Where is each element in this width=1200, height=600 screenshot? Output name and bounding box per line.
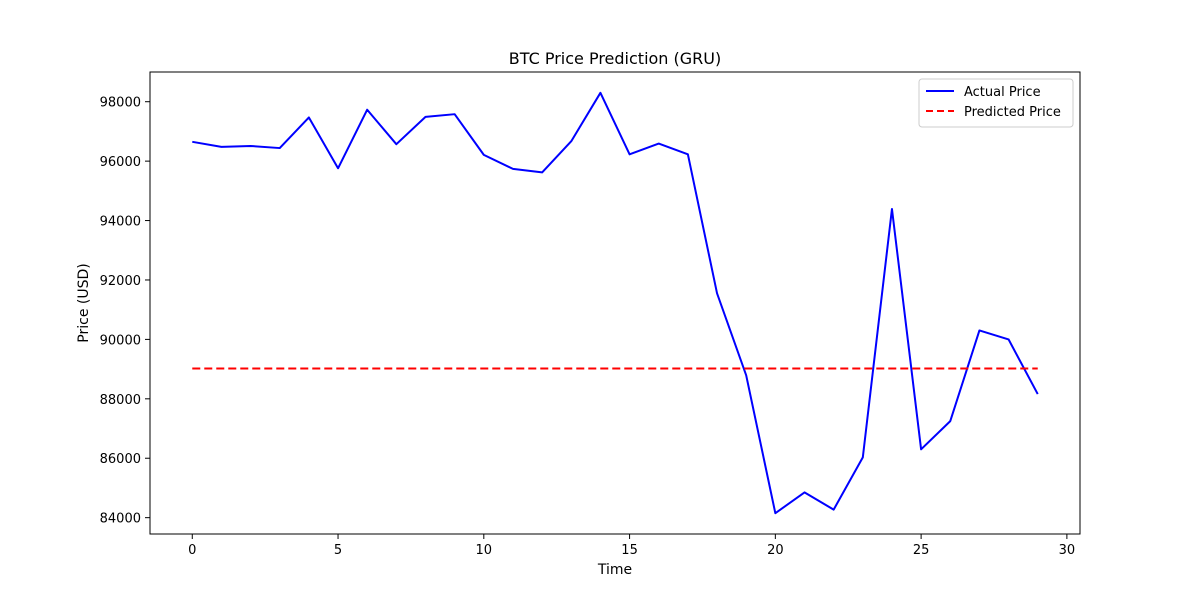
plot-area (192, 91, 1039, 515)
chart-title: BTC Price Prediction (GRU) (509, 49, 721, 68)
x-axis: 0 5 10 15 20 25 30 (188, 534, 1075, 558)
y-tick-label: 90000 (100, 333, 141, 348)
y-tick-label: 88000 (100, 393, 141, 408)
x-tick-label: 25 (913, 543, 930, 558)
y-tick-label: 84000 (100, 512, 141, 527)
legend-label: Actual Price (964, 85, 1041, 100)
axes-frame (149, 71, 1081, 535)
y-tick-label: 98000 (100, 96, 141, 111)
x-tick-label: 30 (1059, 543, 1076, 558)
legend-label: Predicted Price (964, 105, 1061, 120)
x-tick-label: 20 (767, 543, 784, 558)
x-tick-label: 5 (334, 543, 342, 558)
x-tick-label: 0 (188, 543, 196, 558)
series-line-actual-price (192, 91, 1039, 515)
y-tick-label: 92000 (100, 274, 141, 289)
x-tick-label: 10 (476, 543, 493, 558)
x-axis-label: Time (597, 562, 632, 578)
y-axis-label: Price (USD) (76, 263, 92, 342)
y-axis: 84000 86000 88000 90000 92000 94000 96000 98000 (100, 96, 150, 527)
x-tick-label: 15 (621, 543, 638, 558)
legend: Actual Price Predicted Price (918, 78, 1074, 128)
y-tick-label: 94000 (100, 215, 141, 230)
legend-box (918, 78, 1074, 128)
y-tick-label: 96000 (100, 155, 141, 170)
y-tick-label: 86000 (100, 452, 141, 467)
